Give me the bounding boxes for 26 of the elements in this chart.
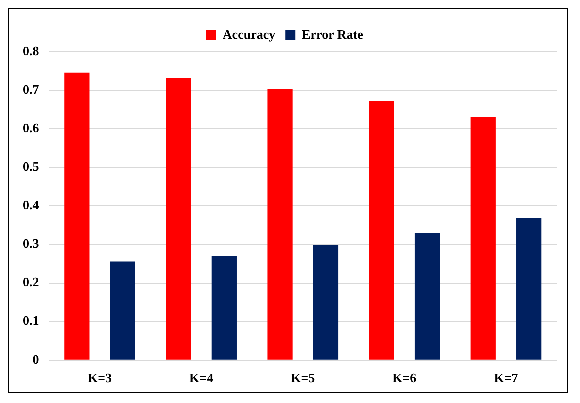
bar	[369, 101, 394, 360]
y-tick-label: 0.5	[23, 159, 40, 174]
bar	[166, 78, 192, 360]
x-tick-label: K=3	[88, 370, 113, 386]
bar	[414, 233, 440, 360]
bar	[470, 117, 496, 360]
y-tick-label: 0.8	[23, 43, 40, 58]
bar	[64, 72, 90, 360]
x-tick-label: K=5	[291, 370, 316, 386]
y-tick-label: 0.3	[23, 236, 40, 252]
bar	[516, 218, 542, 360]
y-tick-label: 0	[32, 352, 40, 367]
bar	[212, 256, 237, 360]
bar	[313, 246, 339, 360]
y-tick-label: 0.2	[23, 274, 40, 290]
y-tick-label: 0.6	[23, 120, 40, 136]
x-tick-label: K=4	[190, 370, 214, 386]
y-tick-label: 0.7	[23, 82, 40, 97]
legend-label: Accuracy	[222, 26, 276, 42]
bar	[110, 262, 136, 360]
x-tick-label: K=6	[392, 370, 418, 386]
y-tick-label: 0.1	[23, 313, 40, 328]
bar	[268, 89, 293, 360]
legend-label: Error Rate	[302, 26, 364, 42]
y-tick-label: 0.4	[23, 198, 40, 213]
x-tick-label: K=7	[494, 370, 519, 386]
